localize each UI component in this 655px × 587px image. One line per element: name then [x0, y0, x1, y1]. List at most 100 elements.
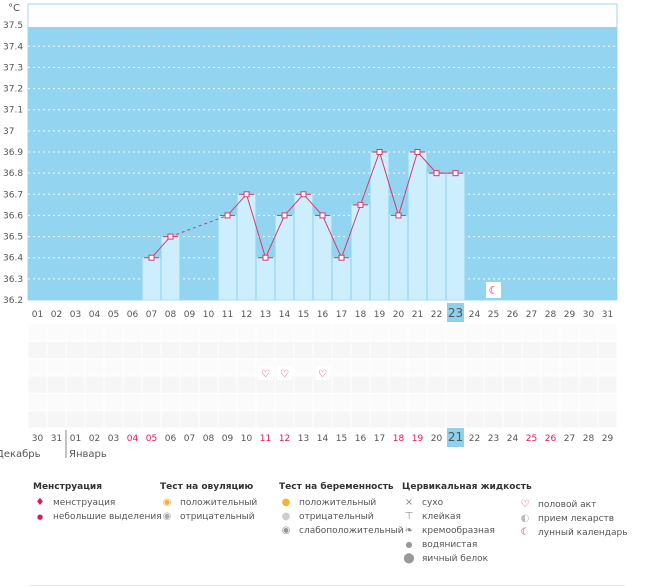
symptom-cell: [161, 359, 180, 376]
symptom-cell: [180, 324, 199, 341]
calendar-date-label: 21: [448, 430, 463, 444]
temperature-bar: [256, 257, 275, 301]
calendar-date-label: 02: [89, 434, 100, 444]
symptom-cell: [560, 376, 579, 393]
legend-item-pregnancy-weak: ◉ слабоположительный: [279, 524, 404, 538]
temperature-line: [360, 151, 380, 206]
legend-item-menstruation: ♦ менструация: [33, 496, 162, 510]
legend-item-lunar: ☾ лунный календарь: [518, 526, 628, 540]
y-axis-unit: °C: [8, 3, 20, 14]
symptom-cell: [161, 341, 180, 359]
pill-icon: ◐: [520, 513, 530, 524]
temperature-point: [319, 212, 326, 219]
symptom-cell: [332, 341, 351, 359]
legend-ovulation-title: Тест на овуляцию: [160, 482, 254, 492]
legend-label: лунный календарь: [538, 528, 628, 538]
y-tick-label: 37.1: [3, 106, 23, 116]
calendar-date-label: 04: [127, 434, 139, 444]
symptom-cell: [465, 376, 484, 393]
symptom-cell: [275, 341, 294, 359]
symptom-cell: [522, 324, 541, 341]
temperature-line: [246, 194, 266, 258]
y-tick-label: 36.3: [3, 275, 23, 285]
symptom-cell: [66, 341, 85, 359]
symptom-cell: [294, 393, 313, 411]
symptom-cell: [199, 393, 218, 411]
symptom-cell: [370, 376, 389, 393]
sticky-icon: ⊤: [404, 511, 414, 522]
legend-label: клейкая: [422, 512, 461, 522]
symptom-cell: [579, 359, 598, 376]
legend-item-ovulation-negative: ◉ отрицательный: [160, 510, 257, 524]
pregnancy-weak-icon: ◉: [281, 525, 291, 536]
month-label-january: Январь: [69, 449, 107, 460]
temperature-bar: [332, 257, 351, 301]
symptom-cell: [161, 324, 180, 341]
symptom-cell: [123, 341, 142, 359]
symptom-cell: [28, 411, 47, 428]
symptom-cell: [446, 324, 465, 341]
symptom-cell: [28, 359, 47, 376]
symptom-cell: [579, 324, 598, 341]
creamy-icon: ❧: [404, 525, 414, 536]
symptom-cell: [598, 393, 617, 411]
symptom-cell: [541, 393, 560, 411]
symptom-cell: [503, 324, 522, 341]
symptom-cell: [199, 359, 218, 376]
symptom-cell: [237, 376, 256, 393]
symptom-cell: [104, 359, 123, 376]
symptom-cell: [161, 393, 180, 411]
y-tick-label: 36.7: [3, 190, 23, 200]
pregnancy-positive-icon: ●: [281, 497, 291, 508]
symptom-cell: [218, 411, 237, 428]
temperature-line: [284, 193, 304, 216]
symptom-cell: [47, 411, 66, 428]
symptom-cell: [199, 324, 218, 341]
legend-label: слабоположительный: [299, 526, 404, 536]
cycle-day-label: 31: [602, 310, 613, 320]
legend-label: кремообразная: [422, 526, 495, 536]
symptom-cell: [47, 324, 66, 341]
symptom-cell: [446, 376, 465, 393]
symptom-cell: [389, 359, 408, 376]
symptom-cell: [28, 341, 47, 359]
symptom-cell: [370, 359, 389, 376]
symptom-cell: [66, 393, 85, 411]
legend-label: отрицательный: [180, 512, 255, 522]
symptom-cell: [180, 359, 199, 376]
symptom-cell: [332, 376, 351, 393]
calendar-date-label: 28: [583, 434, 595, 444]
symptom-cell: [85, 359, 104, 376]
symptom-cell: [427, 393, 446, 411]
drop-icon: ●: [36, 513, 44, 521]
symptom-cell: [389, 376, 408, 393]
cycle-day-label: 25: [488, 310, 499, 320]
symptom-cell: [465, 324, 484, 341]
symptom-cell: [161, 411, 180, 428]
temperature-bar: [313, 215, 332, 301]
temperature-line-gap: [170, 214, 228, 238]
symptom-cell: [256, 411, 275, 428]
negative-test-icon: ◉: [162, 511, 172, 522]
legend-label: прием лекарств: [538, 514, 615, 524]
symptom-cell: [370, 341, 389, 359]
cycle-day-label: 04: [89, 310, 101, 320]
symptom-cell: [275, 411, 294, 428]
symptom-cell: [66, 411, 85, 428]
symptom-cell: [446, 393, 465, 411]
cycle-day-label: 08: [165, 310, 177, 320]
temperature-bar: [389, 215, 408, 301]
symptom-cell: [237, 393, 256, 411]
symptom-cell: [541, 359, 560, 376]
symptom-cell: [351, 341, 370, 359]
heart-icon: ♡: [280, 369, 289, 380]
symptom-cell: [484, 411, 503, 428]
temperature-line: [227, 193, 247, 216]
symptom-cell: [503, 393, 522, 411]
legend-label: небольшие выделения: [53, 512, 162, 522]
symptom-cell: [541, 341, 560, 359]
calendar-date-label: 01: [70, 434, 81, 444]
symptom-cell: [541, 376, 560, 393]
symptom-cell: [313, 376, 332, 393]
calendar-date-label: 09: [222, 434, 234, 444]
